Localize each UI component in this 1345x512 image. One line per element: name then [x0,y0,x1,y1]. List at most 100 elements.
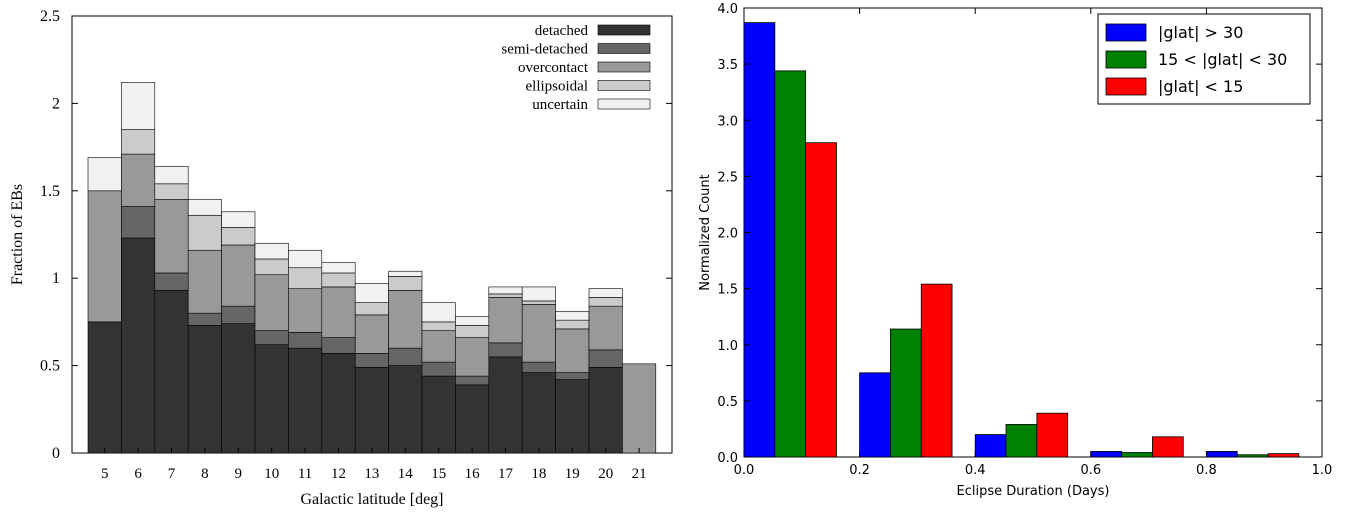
x-tick-label: 8 [201,466,209,482]
bar-segment [154,199,189,274]
bar-segment [121,129,156,155]
bar-segment [187,199,222,216]
bar-segment [488,297,523,344]
bar-segment [321,286,356,338]
bar-segment [154,272,189,291]
histogram-bar [859,372,891,458]
y-tick-label: 0.5 [40,358,60,375]
bar-segment [354,353,389,368]
x-tick-label: 17 [498,466,514,482]
x-tick-label: 21 [632,466,647,482]
bar-segment [121,206,156,239]
legend-swatch [1105,50,1147,69]
y-tick-label: 1.5 [717,283,738,298]
y-tick-label: 0 [52,445,60,462]
bar-segment [488,356,523,454]
histogram-bar [1121,452,1153,458]
bar-segment [221,323,256,454]
bar-segment [187,312,222,326]
bar-segment [154,290,189,454]
histogram-bar [1206,450,1238,458]
bar-segment [354,367,389,454]
x-tick-label: 18 [531,466,546,482]
bar-segment [221,244,256,307]
x-tick-label: 5 [101,466,109,482]
bar-segment [221,305,256,324]
bar-segment [154,166,189,185]
legend-swatch [597,24,651,36]
bar-segment [455,375,490,386]
bar-segment [421,375,456,454]
bar-segment [521,372,556,454]
y-tick-label: 0.0 [717,451,738,466]
legend-label: 15 < |glat| < 30 [1158,50,1287,69]
x-tick-label: 16 [465,466,481,482]
y-tick-label: 2.5 [40,8,60,25]
bar-segment [288,267,323,289]
histogram-bar [1236,454,1269,458]
x-tick-label: 19 [565,466,580,482]
bar-segment [354,314,389,354]
x-tick-label: 9 [235,466,243,482]
x-tick-label: 20 [598,466,613,482]
x-tick-label: 1.0 [1312,463,1333,478]
bar-segment [121,237,156,454]
bar-segment [321,262,356,274]
bar-segment [588,305,623,351]
bar-segment [588,297,623,307]
x-tick-label: 12 [331,466,346,482]
bar-segment [288,249,323,269]
legend-label: ellipsoidal [526,79,589,95]
bar-segment [488,342,523,358]
legend-swatch [597,80,651,91]
bar-segment [321,272,356,288]
bar-segment [87,190,122,323]
bar-segment [321,337,356,354]
y-tick-label: 2.5 [717,170,738,185]
bar-segment [288,332,323,349]
y-tick-label: 3.0 [717,114,738,129]
histogram-bar [890,328,922,458]
bar-segment [154,183,189,200]
bar-segment [354,283,389,303]
bar-segment [521,286,556,302]
histogram-bar [1090,450,1123,458]
histogram-bar [920,283,953,458]
bar-segment [521,361,556,373]
bar-segment [421,321,456,331]
histogram-bar [1152,436,1184,458]
x-tick-label: 0.2 [849,463,870,478]
y-tick-label: 2 [52,95,60,112]
y-tick-label: 2.0 [717,227,738,242]
bar-segment [321,353,356,454]
y-tick-label: 3.5 [717,58,738,73]
legend-swatch [1105,23,1147,42]
x-tick-label: 0.4 [965,463,986,478]
histogram-bar [1036,412,1069,458]
bar-segment [555,379,590,454]
x-tick-label: 0.8 [1196,463,1217,478]
bar-segment [588,349,623,368]
bar-segment [388,270,423,277]
bar-segment [121,153,156,207]
bar-segment [187,214,222,251]
bar-segment [588,288,623,298]
y-axis-label: Fraction of EBs [9,184,26,285]
bar-segment [588,367,623,454]
bar-segment [555,372,590,380]
bar-segment [187,249,222,314]
x-tick-label: 0.0 [734,463,755,478]
legend-label: overcontact [518,60,589,76]
x-tick-label: 7 [168,466,176,482]
bar-segment [555,328,590,373]
x-tick-label: 13 [364,466,379,482]
legend-label: detached [535,23,589,39]
bar-segment [288,288,323,333]
y-tick-label: 1 [52,270,60,287]
bar-segment [388,276,423,291]
bar-segment [354,302,389,316]
bar-segment [421,330,456,363]
bar-segment [488,286,523,295]
y-tick-label: 4.0 [717,2,738,17]
